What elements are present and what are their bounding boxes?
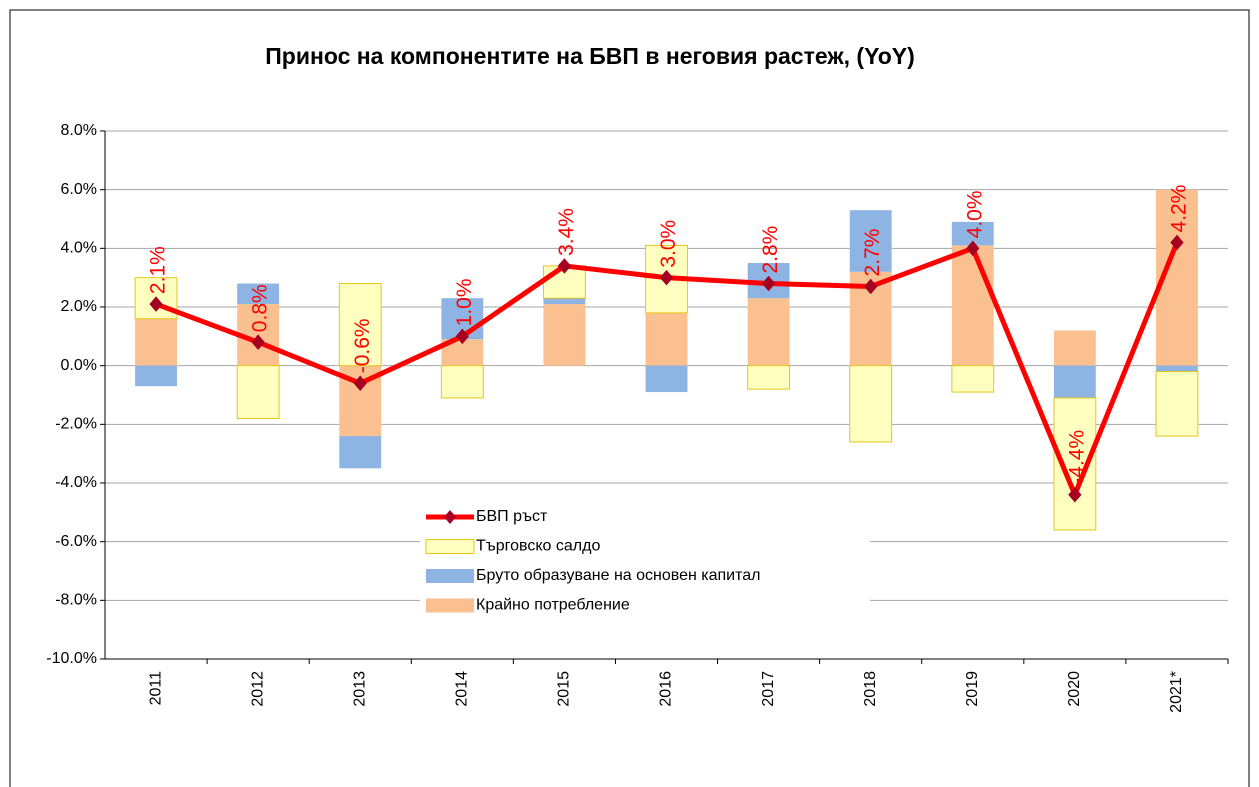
data-label: 4.0% — [963, 190, 986, 238]
chart-frame — [9, 9, 1250, 787]
bar — [1155, 371, 1199, 437]
data-label: 0.8% — [249, 284, 272, 332]
marker — [1170, 234, 1184, 251]
data-label: 4.2% — [1168, 185, 1191, 233]
bar — [543, 298, 586, 305]
bar — [135, 365, 177, 387]
x-tick-label: 2014 — [454, 671, 471, 707]
x-tick-label: 2021* — [1168, 671, 1185, 713]
bar — [338, 283, 382, 367]
legend-swatch — [426, 598, 474, 613]
bar — [543, 304, 586, 366]
data-label: 2.7% — [861, 229, 884, 277]
x-tick-label: 2020 — [1066, 671, 1083, 707]
legend-marker — [444, 510, 456, 524]
legend-swatch — [426, 569, 474, 583]
y-tick-label: 2.0% — [61, 298, 97, 315]
legend-swatch — [425, 539, 475, 554]
data-label: -0.6% — [351, 318, 374, 373]
y-tick-label: -2.0% — [55, 416, 97, 433]
x-tick-label: 2018 — [862, 671, 879, 707]
bar — [440, 365, 484, 399]
data-label: 1.0% — [453, 278, 476, 326]
bar — [849, 210, 892, 272]
bar — [1053, 365, 1096, 398]
bar — [339, 436, 382, 469]
y-tick-label: 6.0% — [61, 181, 97, 198]
x-tick-label: 2017 — [760, 671, 777, 707]
y-tick-label: 4.0% — [61, 240, 97, 257]
legend-label: Бруто образуване на основен капитал — [476, 567, 761, 584]
marker — [659, 269, 674, 286]
x-tick-label: 2012 — [249, 671, 266, 707]
marker — [557, 258, 572, 274]
legend-label: Крайно потребление — [476, 597, 630, 614]
bar — [951, 245, 994, 366]
marker — [455, 328, 469, 345]
bar — [849, 365, 893, 443]
y-tick-label: -4.0% — [55, 474, 97, 491]
data-label: 3.0% — [657, 220, 680, 268]
bar — [1053, 330, 1096, 366]
y-tick-label: -8.0% — [55, 592, 97, 609]
bar — [951, 221, 994, 246]
data-label: 2.8% — [759, 226, 782, 274]
marker — [966, 240, 980, 257]
bar — [237, 283, 280, 305]
bar — [645, 365, 688, 393]
marker — [251, 334, 265, 350]
legend-label: БВП ръст — [476, 508, 548, 525]
y-tick-label: -10.0% — [46, 650, 97, 667]
chart-title: Принос на компонентите на БВП в неговия … — [265, 43, 915, 69]
x-tick-label: 2011 — [147, 671, 164, 706]
x-tick-label: 2015 — [556, 671, 573, 707]
marker — [761, 275, 776, 292]
y-tick-label: -6.0% — [55, 533, 97, 550]
data-label: 2.1% — [147, 246, 170, 294]
data-label: 3.4% — [555, 208, 578, 256]
x-tick-label: 2019 — [964, 671, 981, 707]
bar — [135, 318, 177, 366]
bar — [645, 312, 688, 366]
x-tick-label: 2013 — [351, 671, 368, 707]
bar — [747, 298, 790, 366]
marker — [864, 278, 878, 295]
data-label: -4.4% — [1065, 430, 1088, 485]
bar — [951, 365, 995, 393]
marker — [353, 375, 367, 392]
marker — [1068, 486, 1082, 503]
bar — [236, 365, 280, 419]
x-tick-label: 2016 — [658, 671, 675, 707]
y-tick-label: 8.0% — [61, 122, 97, 139]
y-tick-label: 0.0% — [61, 357, 97, 374]
bar — [747, 365, 791, 390]
legend-label: Търговско салдо — [476, 538, 600, 555]
marker — [149, 296, 163, 312]
bar — [1156, 365, 1198, 372]
legend-box — [420, 503, 870, 633]
